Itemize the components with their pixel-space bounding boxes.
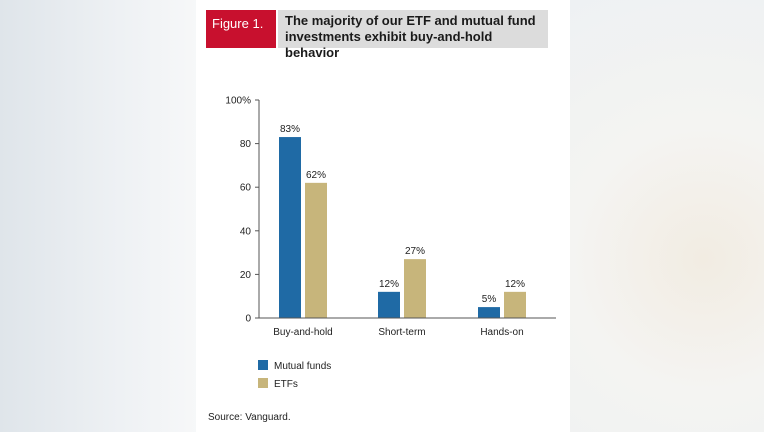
- figure-title-line-1: The majority of our ETF and mutual fund: [285, 13, 536, 28]
- bar-mutual-funds: [478, 307, 500, 318]
- x-tick-label: Buy-and-hold: [273, 327, 332, 338]
- bars-group: 83% 12% 5% 62% 27% 12%: [279, 124, 526, 318]
- y-tick-label: 0: [245, 314, 251, 325]
- background-right: [564, 0, 764, 432]
- bar-etfs: [404, 259, 426, 318]
- bar-mutual-funds: [378, 291, 400, 318]
- bar-value-label: 27%: [405, 246, 425, 257]
- background-left: [0, 0, 200, 432]
- legend: Mutual funds ETFs: [258, 360, 331, 390]
- bar-value-label: 12%: [505, 279, 525, 290]
- legend-label: Mutual funds: [274, 361, 331, 372]
- y-axis: 0 20 40 60 80 100%: [225, 96, 260, 325]
- figure-label: Figure 1.: [206, 10, 276, 48]
- bar-etfs: [504, 291, 526, 318]
- legend-swatch: [258, 360, 268, 370]
- figure-title-line-2: investments exhibit buy-and-hold behavio…: [285, 29, 493, 60]
- bar-value-label: 83%: [280, 124, 300, 135]
- source-note: Source: Vanguard.: [208, 412, 291, 423]
- bar-value-label: 62%: [306, 170, 326, 181]
- y-tick-label: 80: [240, 139, 252, 150]
- bar-etfs: [305, 182, 327, 318]
- figure-title: The majority of our ETF and mutual fund …: [278, 10, 548, 60]
- x-tick-label: Hands-on: [480, 327, 523, 338]
- bar-value-label: 12%: [379, 279, 399, 290]
- figure-panel: Figure 1. The majority of our ETF and mu…: [196, 0, 570, 432]
- y-tick-label: 100%: [225, 96, 251, 107]
- y-tick-label: 60: [240, 183, 252, 194]
- x-axis: Buy-and-hold Short-term Hands-on: [259, 317, 556, 338]
- x-tick-label: Short-term: [378, 327, 425, 338]
- legend-swatch: [258, 378, 268, 388]
- y-tick-label: 40: [240, 226, 252, 237]
- y-tick-label: 20: [240, 270, 252, 281]
- bar-chart: 0 20 40 60 80 100% 83% 12% 5% 62% 27% 12% Buy-and-…: [225, 96, 556, 390]
- legend-label: ETFs: [274, 379, 298, 390]
- bar-mutual-funds: [279, 137, 301, 318]
- bar-value-label: 5%: [482, 294, 497, 305]
